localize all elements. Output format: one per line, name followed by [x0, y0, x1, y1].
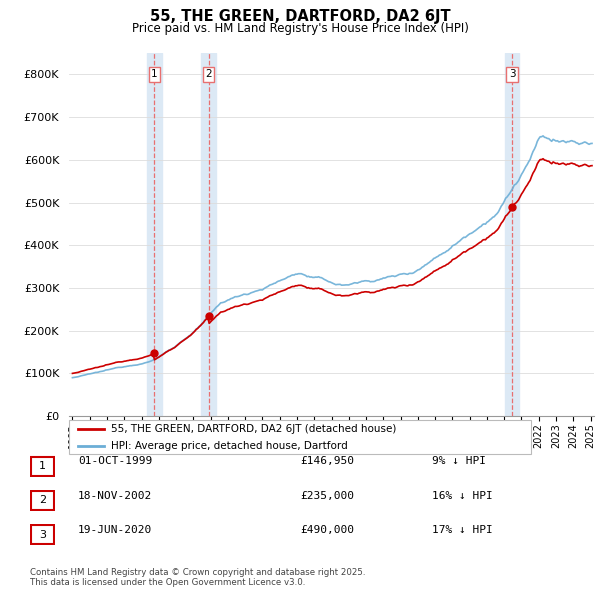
Text: 9% ↓ HPI: 9% ↓ HPI	[432, 457, 486, 466]
Text: 3: 3	[509, 70, 515, 80]
Text: 18-NOV-2002: 18-NOV-2002	[78, 491, 152, 500]
Text: 19-JUN-2020: 19-JUN-2020	[78, 525, 152, 535]
Bar	[505, 53, 520, 416]
Text: 01-OCT-1999: 01-OCT-1999	[78, 457, 152, 466]
Bar	[147, 53, 162, 416]
Text: 2: 2	[39, 496, 46, 505]
Text: 55, THE GREEN, DARTFORD, DA2 6JT (detached house): 55, THE GREEN, DARTFORD, DA2 6JT (detach…	[110, 424, 396, 434]
Text: HPI: Average price, detached house, Dartford: HPI: Average price, detached house, Dart…	[110, 441, 347, 451]
Text: £490,000: £490,000	[300, 525, 354, 535]
Text: Price paid vs. HM Land Registry's House Price Index (HPI): Price paid vs. HM Land Registry's House …	[131, 22, 469, 35]
Text: 1: 1	[151, 70, 158, 80]
Text: 55, THE GREEN, DARTFORD, DA2 6JT: 55, THE GREEN, DARTFORD, DA2 6JT	[149, 9, 451, 24]
Text: 2: 2	[205, 70, 212, 80]
Text: 1: 1	[39, 461, 46, 471]
Bar	[201, 53, 216, 416]
FancyBboxPatch shape	[31, 491, 54, 510]
Text: 3: 3	[39, 530, 46, 539]
FancyBboxPatch shape	[31, 457, 54, 476]
Text: Contains HM Land Registry data © Crown copyright and database right 2025.
This d: Contains HM Land Registry data © Crown c…	[30, 568, 365, 587]
Text: 17% ↓ HPI: 17% ↓ HPI	[432, 525, 493, 535]
Text: £235,000: £235,000	[300, 491, 354, 500]
FancyBboxPatch shape	[69, 420, 531, 454]
Text: £146,950: £146,950	[300, 457, 354, 466]
FancyBboxPatch shape	[31, 525, 54, 544]
Text: 16% ↓ HPI: 16% ↓ HPI	[432, 491, 493, 500]
